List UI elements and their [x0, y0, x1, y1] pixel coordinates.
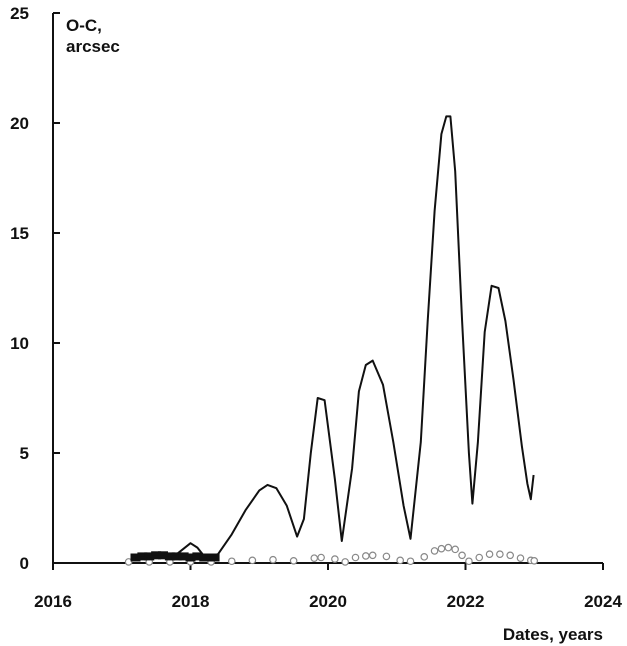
open-data-point: [362, 552, 370, 560]
open-data-point: [317, 553, 325, 562]
open-data-point: [269, 555, 277, 564]
x-tick-label: 2018: [172, 592, 210, 611]
open-data-point: [420, 553, 429, 561]
open-data-point: [124, 558, 133, 566]
series-line: [135, 115, 535, 560]
open-data-point: [396, 556, 404, 565]
filled-data-point: [130, 553, 141, 562]
y-tick-label: 0: [20, 554, 29, 573]
open-data-point: [430, 547, 439, 555]
filled-data-point: [178, 552, 189, 561]
open-data-point: [437, 544, 446, 553]
open-data-point: [382, 552, 391, 561]
filled-data-point: [137, 552, 148, 561]
y-axis-label-line1: O-C,: [66, 16, 102, 35]
open-data-point: [475, 553, 484, 562]
open-data-point: [458, 551, 466, 560]
open-data-point: [444, 543, 453, 552]
y-tick-label: 5: [20, 444, 29, 463]
open-data-point: [351, 553, 360, 562]
solid-line-series: [135, 115, 535, 560]
axes: 0 5 10 15 20 25 2016 2018 2020 2022 2024: [10, 4, 622, 611]
open-data-point: [248, 556, 257, 565]
filled-data-point: [164, 552, 175, 561]
x-axis-label: Dates, years: [503, 625, 603, 644]
y-tick-label: 25: [10, 4, 29, 23]
x-tick-label: 2020: [309, 592, 347, 611]
filled-data-point: [158, 551, 168, 560]
filled-data-point: [185, 553, 196, 562]
open-data-point: [227, 557, 236, 566]
filled-data-point: [209, 553, 220, 562]
filled-data-point: [192, 552, 203, 561]
open-data-point: [368, 551, 377, 560]
open-data-point: [310, 554, 319, 562]
open-data-point: [465, 557, 473, 566]
open-data-point: [289, 556, 298, 565]
open-data-point: [496, 550, 504, 559]
filled-data-point: [199, 553, 210, 562]
open-data-point: [331, 555, 339, 563]
filled-data-point: [151, 551, 162, 560]
x-tick-label: 2024: [584, 592, 622, 611]
x-tick-label: 2016: [34, 592, 72, 611]
open-data-point: [485, 550, 494, 559]
y-axis-label-line2: arcsec: [66, 37, 120, 56]
open-data-point: [341, 558, 349, 566]
y-tick-label: 10: [10, 334, 29, 353]
open-data-point: [406, 557, 415, 566]
open-data-point: [506, 551, 514, 560]
x-tick-label: 2022: [447, 592, 485, 611]
open-data-point: [516, 554, 525, 562]
filled-data-point: [171, 552, 182, 561]
y-tick-label: 20: [10, 114, 29, 133]
open-data-point: [451, 545, 459, 554]
y-tick-label: 15: [10, 224, 29, 243]
open-data-point: [530, 556, 539, 565]
